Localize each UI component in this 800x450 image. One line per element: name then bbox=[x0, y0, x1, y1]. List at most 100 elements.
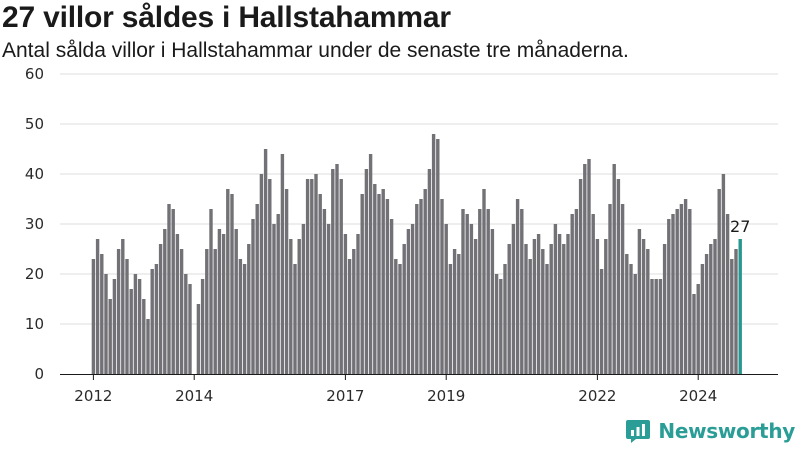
y-tick-label: 40 bbox=[25, 165, 44, 183]
chart-subtitle: Antal sålda villor i Hallstahammar under… bbox=[2, 39, 629, 62]
bar bbox=[347, 259, 352, 374]
bar bbox=[263, 149, 268, 374]
bar bbox=[709, 244, 713, 374]
bar bbox=[616, 179, 621, 374]
bar bbox=[368, 154, 373, 374]
bar bbox=[578, 179, 583, 374]
bar bbox=[553, 224, 558, 374]
bar bbox=[436, 139, 440, 374]
bar bbox=[675, 209, 679, 374]
bar bbox=[713, 239, 717, 374]
bar bbox=[259, 174, 264, 374]
bar bbox=[171, 209, 175, 374]
bar bbox=[465, 214, 469, 374]
bar bbox=[717, 189, 721, 374]
bar bbox=[238, 259, 243, 374]
bar bbox=[486, 209, 490, 374]
bar bbox=[549, 244, 553, 374]
bar bbox=[385, 199, 390, 374]
bar bbox=[557, 234, 562, 374]
bar bbox=[104, 274, 108, 374]
bar bbox=[364, 169, 369, 374]
bar bbox=[574, 209, 579, 374]
bar bbox=[205, 249, 209, 374]
bar bbox=[692, 294, 696, 374]
bar bbox=[326, 224, 331, 374]
y-tick-label: 60 bbox=[25, 65, 44, 83]
bar bbox=[566, 234, 570, 374]
bar bbox=[179, 249, 184, 374]
bar bbox=[528, 259, 532, 374]
bar bbox=[310, 179, 314, 374]
bar bbox=[419, 199, 423, 374]
bar bbox=[398, 264, 402, 374]
bar bbox=[247, 244, 251, 374]
bar bbox=[184, 274, 188, 374]
bar bbox=[587, 159, 591, 374]
bar bbox=[373, 184, 377, 374]
bar bbox=[469, 224, 474, 374]
bar bbox=[209, 209, 213, 374]
bar bbox=[494, 274, 499, 374]
bar bbox=[499, 279, 503, 374]
y-tick-label: 30 bbox=[25, 215, 44, 233]
bar bbox=[700, 264, 705, 374]
bar bbox=[301, 224, 306, 374]
bar bbox=[268, 179, 272, 374]
bar bbox=[448, 264, 453, 374]
bar bbox=[95, 239, 100, 374]
bar bbox=[662, 244, 667, 374]
bar bbox=[461, 209, 465, 374]
bar bbox=[394, 259, 398, 374]
bar bbox=[482, 189, 486, 374]
bar bbox=[444, 224, 448, 374]
bar bbox=[536, 234, 541, 374]
bar bbox=[360, 194, 364, 374]
bar bbox=[604, 239, 608, 374]
bar bbox=[532, 239, 537, 374]
bar bbox=[591, 214, 595, 374]
bar bbox=[688, 209, 692, 374]
bar bbox=[620, 204, 625, 374]
bar bbox=[625, 254, 629, 374]
bar bbox=[562, 244, 566, 374]
bar bbox=[478, 209, 482, 374]
brand-name: Newsworthy bbox=[658, 419, 795, 443]
bar bbox=[679, 204, 684, 374]
newsworthy-logo-icon bbox=[626, 420, 651, 443]
latest-value-label: 27 bbox=[730, 217, 750, 236]
bar bbox=[511, 224, 516, 374]
bar bbox=[129, 289, 133, 374]
bar bbox=[91, 259, 96, 374]
bar bbox=[377, 194, 381, 374]
bar bbox=[646, 249, 650, 374]
bar bbox=[100, 254, 104, 374]
bar bbox=[154, 264, 159, 374]
bar bbox=[402, 244, 406, 374]
bar bbox=[654, 279, 658, 374]
bar bbox=[335, 164, 339, 374]
y-tick-label: 0 bbox=[34, 365, 44, 383]
bar bbox=[633, 274, 637, 374]
bar bbox=[583, 164, 587, 374]
bar bbox=[415, 204, 419, 374]
bar bbox=[280, 154, 285, 374]
bar bbox=[272, 224, 276, 374]
bar bbox=[158, 244, 163, 374]
bar bbox=[423, 189, 427, 374]
x-tick-label: 2012 bbox=[74, 387, 112, 405]
bar bbox=[343, 234, 348, 374]
bar bbox=[725, 214, 730, 374]
bar bbox=[658, 279, 663, 374]
bar bbox=[175, 234, 180, 374]
bar bbox=[696, 284, 700, 374]
bar bbox=[221, 234, 226, 374]
bar bbox=[520, 209, 524, 374]
bar bbox=[608, 204, 612, 374]
bar bbox=[704, 254, 709, 374]
bar bbox=[322, 209, 327, 374]
bar bbox=[276, 214, 280, 374]
bar bbox=[167, 204, 171, 374]
bar bbox=[595, 239, 600, 374]
